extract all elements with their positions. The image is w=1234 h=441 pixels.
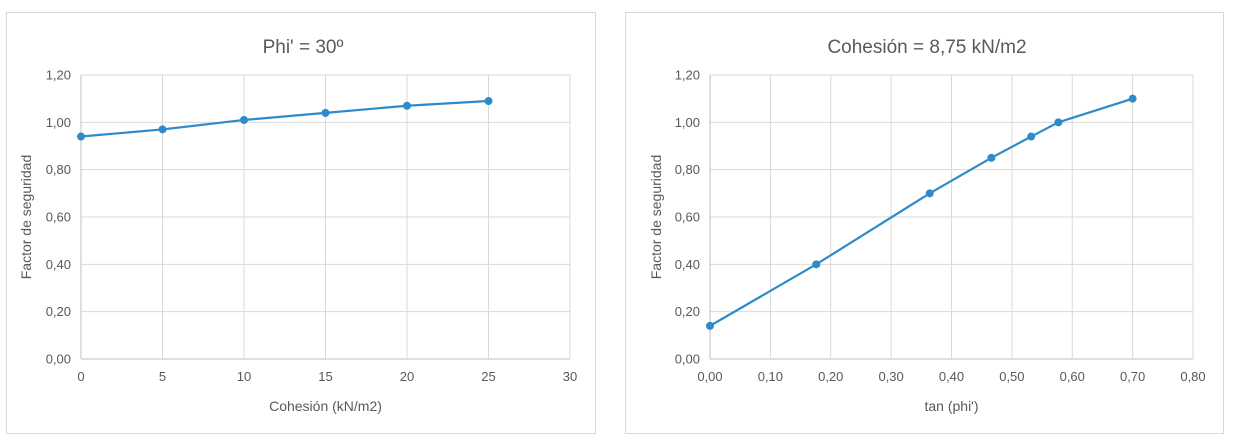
chart-tan-phi: Cohesión = 8,75 kN/m2 0,00 0,20 0,40 0,60 0,8… [625,12,1224,434]
x-tick-label: 5 [159,369,166,384]
x-tick-label: 15 [318,369,332,384]
y-tick-label: 0,00 [675,352,700,367]
y-tick-label: 0,00 [46,352,71,367]
data-point [1054,118,1063,127]
chart-cohesion-svg: Phi' = 30º 0,00 0,20 0,40 0,60 0,80 1,00 1,20 0 5… [18,37,577,414]
y-tick-label: 0,60 [46,210,71,225]
x-axis-label: Cohesión (kN/m2) [269,398,382,414]
chart-title: Phi' = 30º [263,37,344,58]
y-tick-label: 0,40 [46,257,71,272]
data-point [1128,94,1137,103]
x-tick-label: 0,50 [999,369,1024,384]
x-tick-label: 10 [237,369,251,384]
y-tick-label: 0,80 [46,162,71,177]
data-point [925,189,934,198]
x-tick-label: 0,70 [1120,369,1145,384]
data-point [812,260,821,269]
y-tick-label: 0,20 [675,304,700,319]
data-point [240,115,248,124]
series-line [709,97,1133,327]
x-tick-label: 20 [400,369,414,384]
data-point [484,97,493,106]
chart-cohesion: Phi' = 30º 0,00 0,20 0,40 0,60 0,80 1,00 1,20 0 5… [6,12,596,434]
x-tick-label: 25 [481,369,495,384]
data-point [158,125,167,134]
x-tick-label: 0,60 [1060,369,1085,384]
y-tick-label: 0,60 [675,210,700,225]
x-tick-label: 0 [77,369,84,384]
chart-tan-phi-svg: Cohesión = 8,75 kN/m2 0,00 0,20 0,40 0,60 0,8… [648,37,1206,414]
y-axis-label: Factor de seguridad [648,155,664,280]
data-point [403,101,411,110]
x-tick-label: 30 [563,369,577,384]
series-line [80,99,489,138]
y-tick-label: 1,00 [46,115,71,130]
x-tick-label: 0,20 [818,369,843,384]
x-axis-label: tan (phi') [924,398,978,414]
data-point [321,108,330,117]
x-tick-label: 0,40 [939,369,964,384]
data-point [1027,132,1036,141]
y-tick-label: 0,20 [46,304,71,319]
data-point [987,153,996,162]
data-point [706,321,714,330]
y-tick-label: 1,20 [675,68,700,83]
x-tick-label: 0,00 [697,369,722,384]
y-tick-label: 0,80 [675,162,700,177]
x-tick-label: 0,80 [1180,369,1205,384]
x-tick-label: 0,10 [758,369,783,384]
y-axis-label: Factor de seguridad [18,155,34,280]
y-tick-label: 1,00 [675,115,700,130]
x-tick-label: 0,30 [878,369,903,384]
chart-title: Cohesión = 8,75 kN/m2 [827,37,1026,58]
y-tick-label: 1,20 [46,68,71,83]
data-point [77,132,85,141]
y-tick-label: 0,40 [675,257,700,272]
